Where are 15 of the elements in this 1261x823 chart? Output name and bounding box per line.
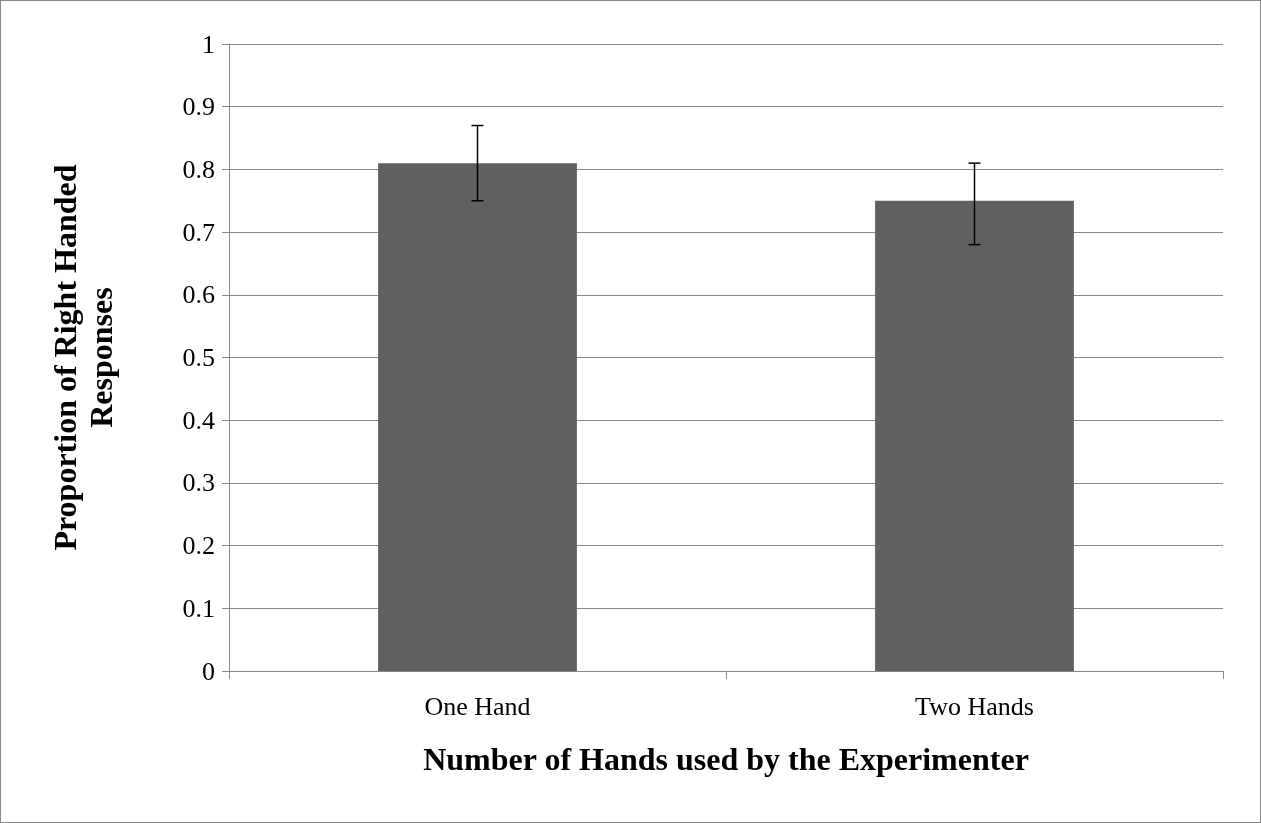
y-axis-title: Proportion of Right Handed Responses bbox=[47, 164, 119, 551]
y-tick-label: 0 bbox=[202, 656, 215, 686]
x-tick-label: One Hand bbox=[424, 691, 531, 721]
y-tick-label: 0.8 bbox=[182, 154, 215, 184]
y-tick-label: 0.6 bbox=[182, 280, 215, 310]
y-tick-label: 0.5 bbox=[182, 343, 215, 372]
y-tick-label: 0.4 bbox=[182, 405, 215, 435]
y-tick-label: 0.7 bbox=[182, 217, 215, 247]
y-tick-label: 0.2 bbox=[182, 531, 215, 561]
y-tick-label: 0.1 bbox=[182, 593, 215, 623]
y-tick-label: 0.3 bbox=[182, 468, 215, 498]
y-tick-label: 1 bbox=[202, 29, 215, 59]
y-tick-label: 0.9 bbox=[182, 92, 215, 122]
x-tick-label: Two Hands bbox=[915, 691, 1034, 721]
x-axis-title: Number of Hands used by the Experimenter bbox=[423, 741, 1029, 777]
